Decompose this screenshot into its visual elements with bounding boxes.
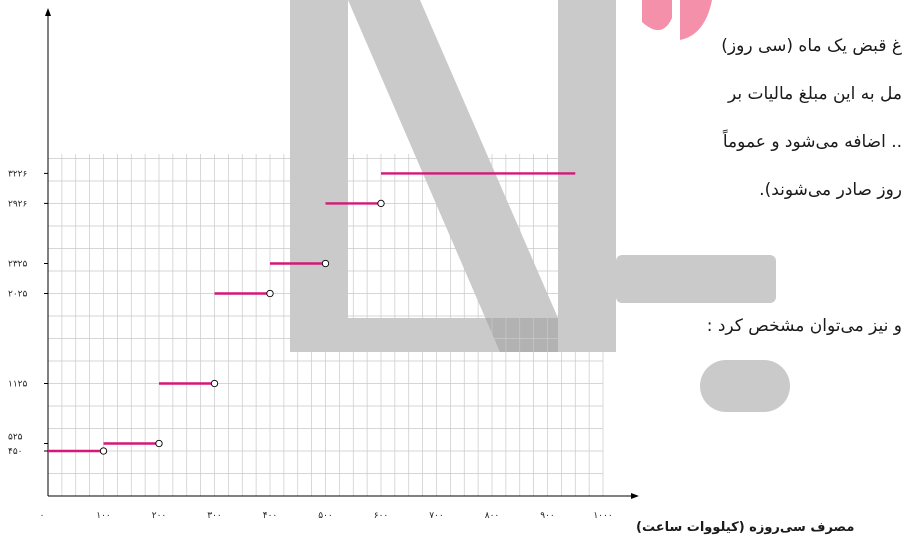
open-endpoint (266, 289, 274, 298)
x-tick-label: ۱۰۰۰ (593, 511, 612, 521)
x-tick-label: ۶۰۰ (374, 511, 389, 521)
text-line: .. اضافه می‌شود و عموماً (722, 132, 902, 152)
y-tick-label: ۲۹۲۶ (8, 199, 28, 209)
open-endpoint (321, 259, 330, 268)
y-tick-label: ۲۳۲۵ (8, 260, 28, 270)
x-tick-label: ۵۰۰ (318, 511, 333, 521)
x-axis-label: مصرف سی‌روزه (کیلووات ساعت) (636, 520, 855, 535)
watermark-heart (642, 0, 712, 40)
text-line: غ قبض یک ماه (سی روز) (721, 36, 902, 56)
y-tick-label: ۲۰۲۵ (8, 290, 28, 300)
y-tick-label: ۱۱۲۵ (8, 380, 28, 390)
text-line: روز صادر می‌شوند). (759, 180, 902, 200)
text-line: مل به این مبلغ مالیات بر (727, 84, 902, 104)
watermark-bar-bottom (348, 318, 558, 352)
open-endpoint (377, 199, 385, 208)
open-endpoint (155, 439, 163, 448)
x-tick-label: ۳۰۰ (207, 511, 222, 521)
grid (48, 154, 604, 496)
y-tick-label: ۴۵۰ (8, 447, 23, 457)
x-tick-label: ۸۰۰ (485, 511, 500, 521)
open-endpoint (99, 447, 108, 455)
watermark-pill (700, 360, 790, 412)
x-tick-label: ۷۰۰ (429, 511, 444, 521)
text-line: و نیز می‌توان مشخص کرد : (706, 316, 902, 336)
x-tick-label: ۴۰۰ (263, 511, 278, 521)
watermark-bar-right (616, 255, 776, 303)
y-axis-arrow (45, 8, 51, 16)
watermark-diagonal (348, 0, 558, 352)
y-tick-label: ۳۲۲۶ (8, 169, 28, 179)
x-tick-label: ۱۰۰ (96, 511, 111, 521)
x-tick-label: ۹۰۰ (540, 511, 555, 521)
y-tick-label: ۵۲۵ (8, 433, 23, 443)
open-endpoint (210, 379, 219, 388)
x-axis-arrow (631, 493, 639, 499)
x-tick-label: ۲۰۰ (152, 511, 167, 521)
origin-label: ۰ (40, 511, 45, 521)
